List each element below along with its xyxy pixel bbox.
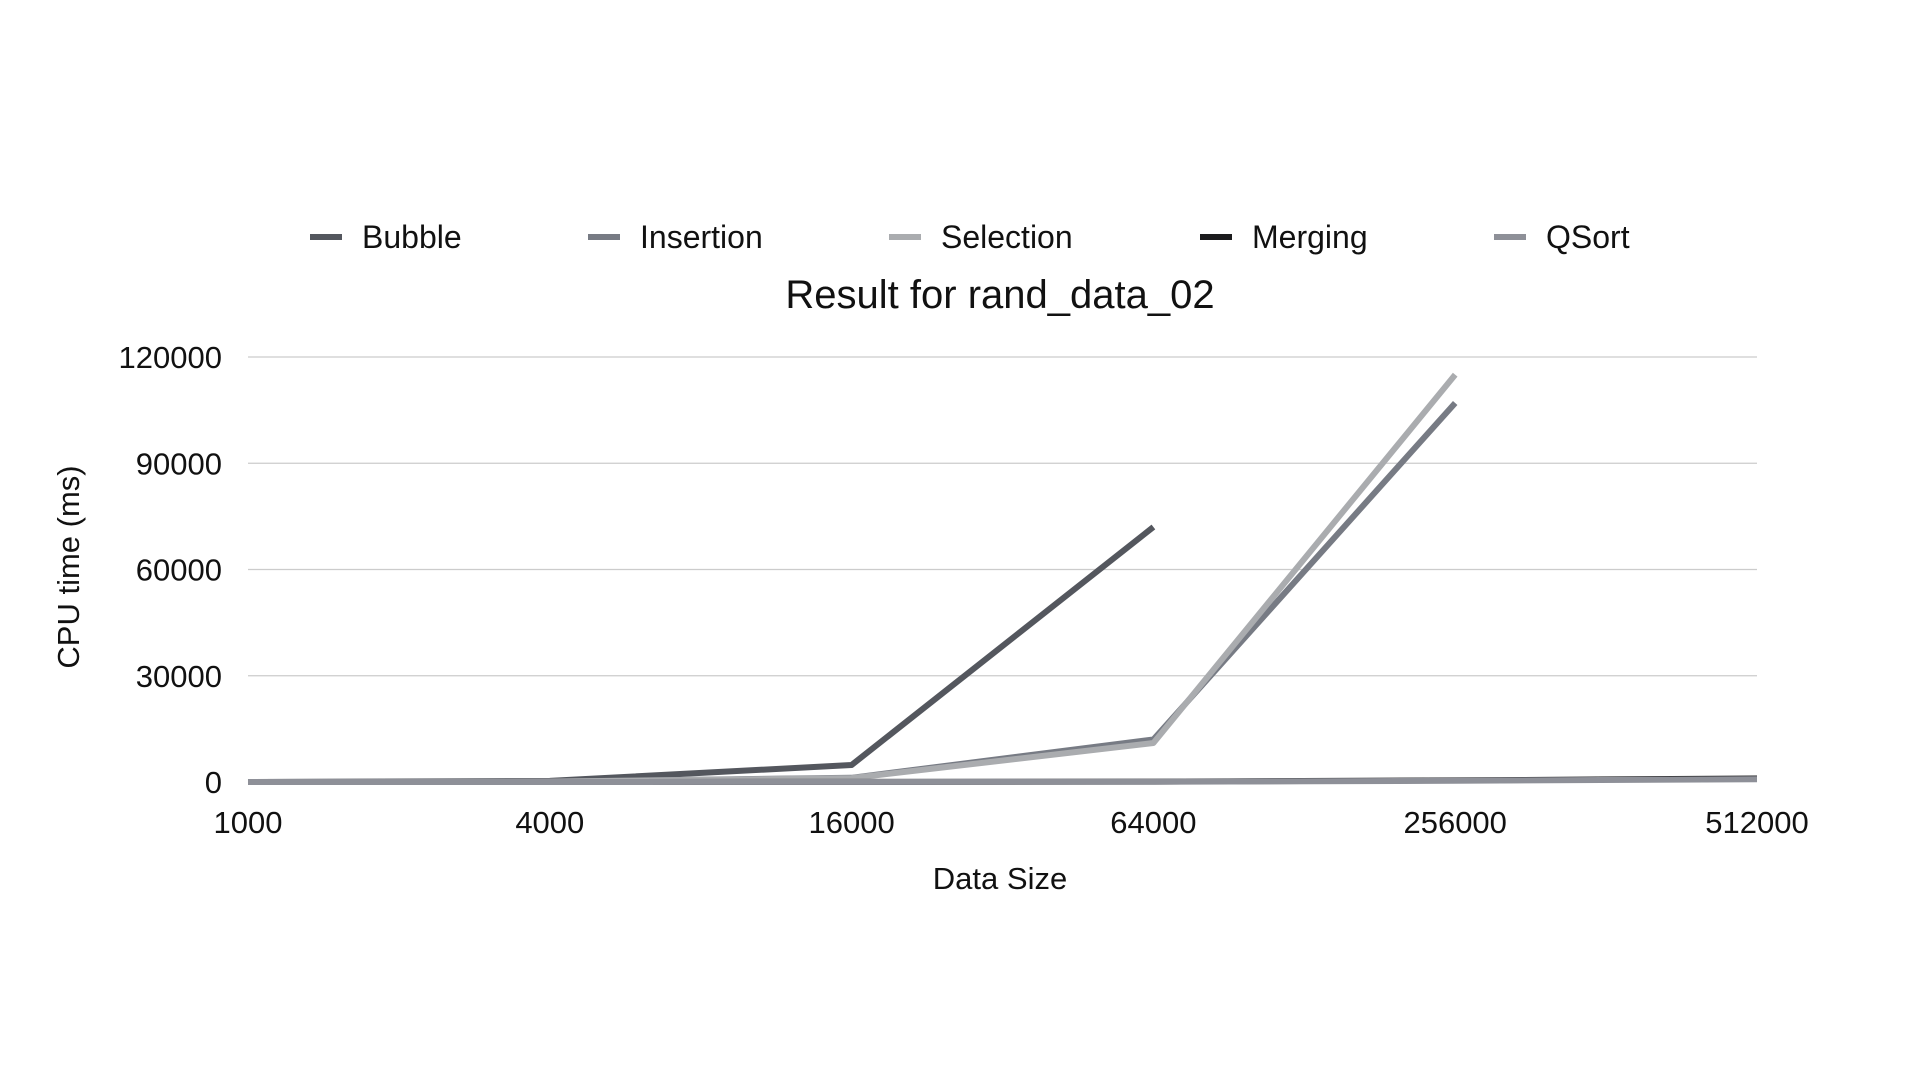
legend-label: Merging xyxy=(1252,219,1368,255)
chart-title: Result for rand_data_02 xyxy=(785,273,1214,317)
x-tick-label: 4000 xyxy=(515,805,584,840)
y-axis-ticks: 0 30000 60000 90000 120000 xyxy=(119,340,222,800)
legend-label: Selection xyxy=(941,219,1073,255)
legend: Bubble Insertion Selection Merging QSort xyxy=(310,219,1630,255)
x-tick-label: 64000 xyxy=(1110,805,1196,840)
x-axis-title: Data Size xyxy=(933,861,1067,896)
legend-label: Insertion xyxy=(640,219,763,255)
x-tick-label: 16000 xyxy=(808,805,894,840)
x-axis-ticks: 1000 4000 16000 64000 256000 512000 xyxy=(214,805,1809,840)
x-tick-label: 256000 xyxy=(1403,805,1506,840)
x-tick-label: 1000 xyxy=(214,805,283,840)
x-tick-label: 512000 xyxy=(1705,805,1808,840)
y-tick-label: 60000 xyxy=(136,553,222,588)
y-tick-label: 0 xyxy=(205,765,222,800)
legend-label: QSort xyxy=(1546,219,1630,255)
series-line-selection xyxy=(247,372,1458,785)
series-line-qsort xyxy=(248,776,1758,785)
y-tick-label: 120000 xyxy=(119,340,222,375)
gridlines xyxy=(248,356,1757,677)
y-tick-label: 90000 xyxy=(136,446,222,481)
legend-label: Bubble xyxy=(362,219,462,255)
y-tick-label: 30000 xyxy=(136,659,222,694)
y-axis-title: CPU time (ms) xyxy=(51,465,86,668)
series-line-bubble xyxy=(247,524,1156,785)
series-lines xyxy=(247,372,1758,785)
